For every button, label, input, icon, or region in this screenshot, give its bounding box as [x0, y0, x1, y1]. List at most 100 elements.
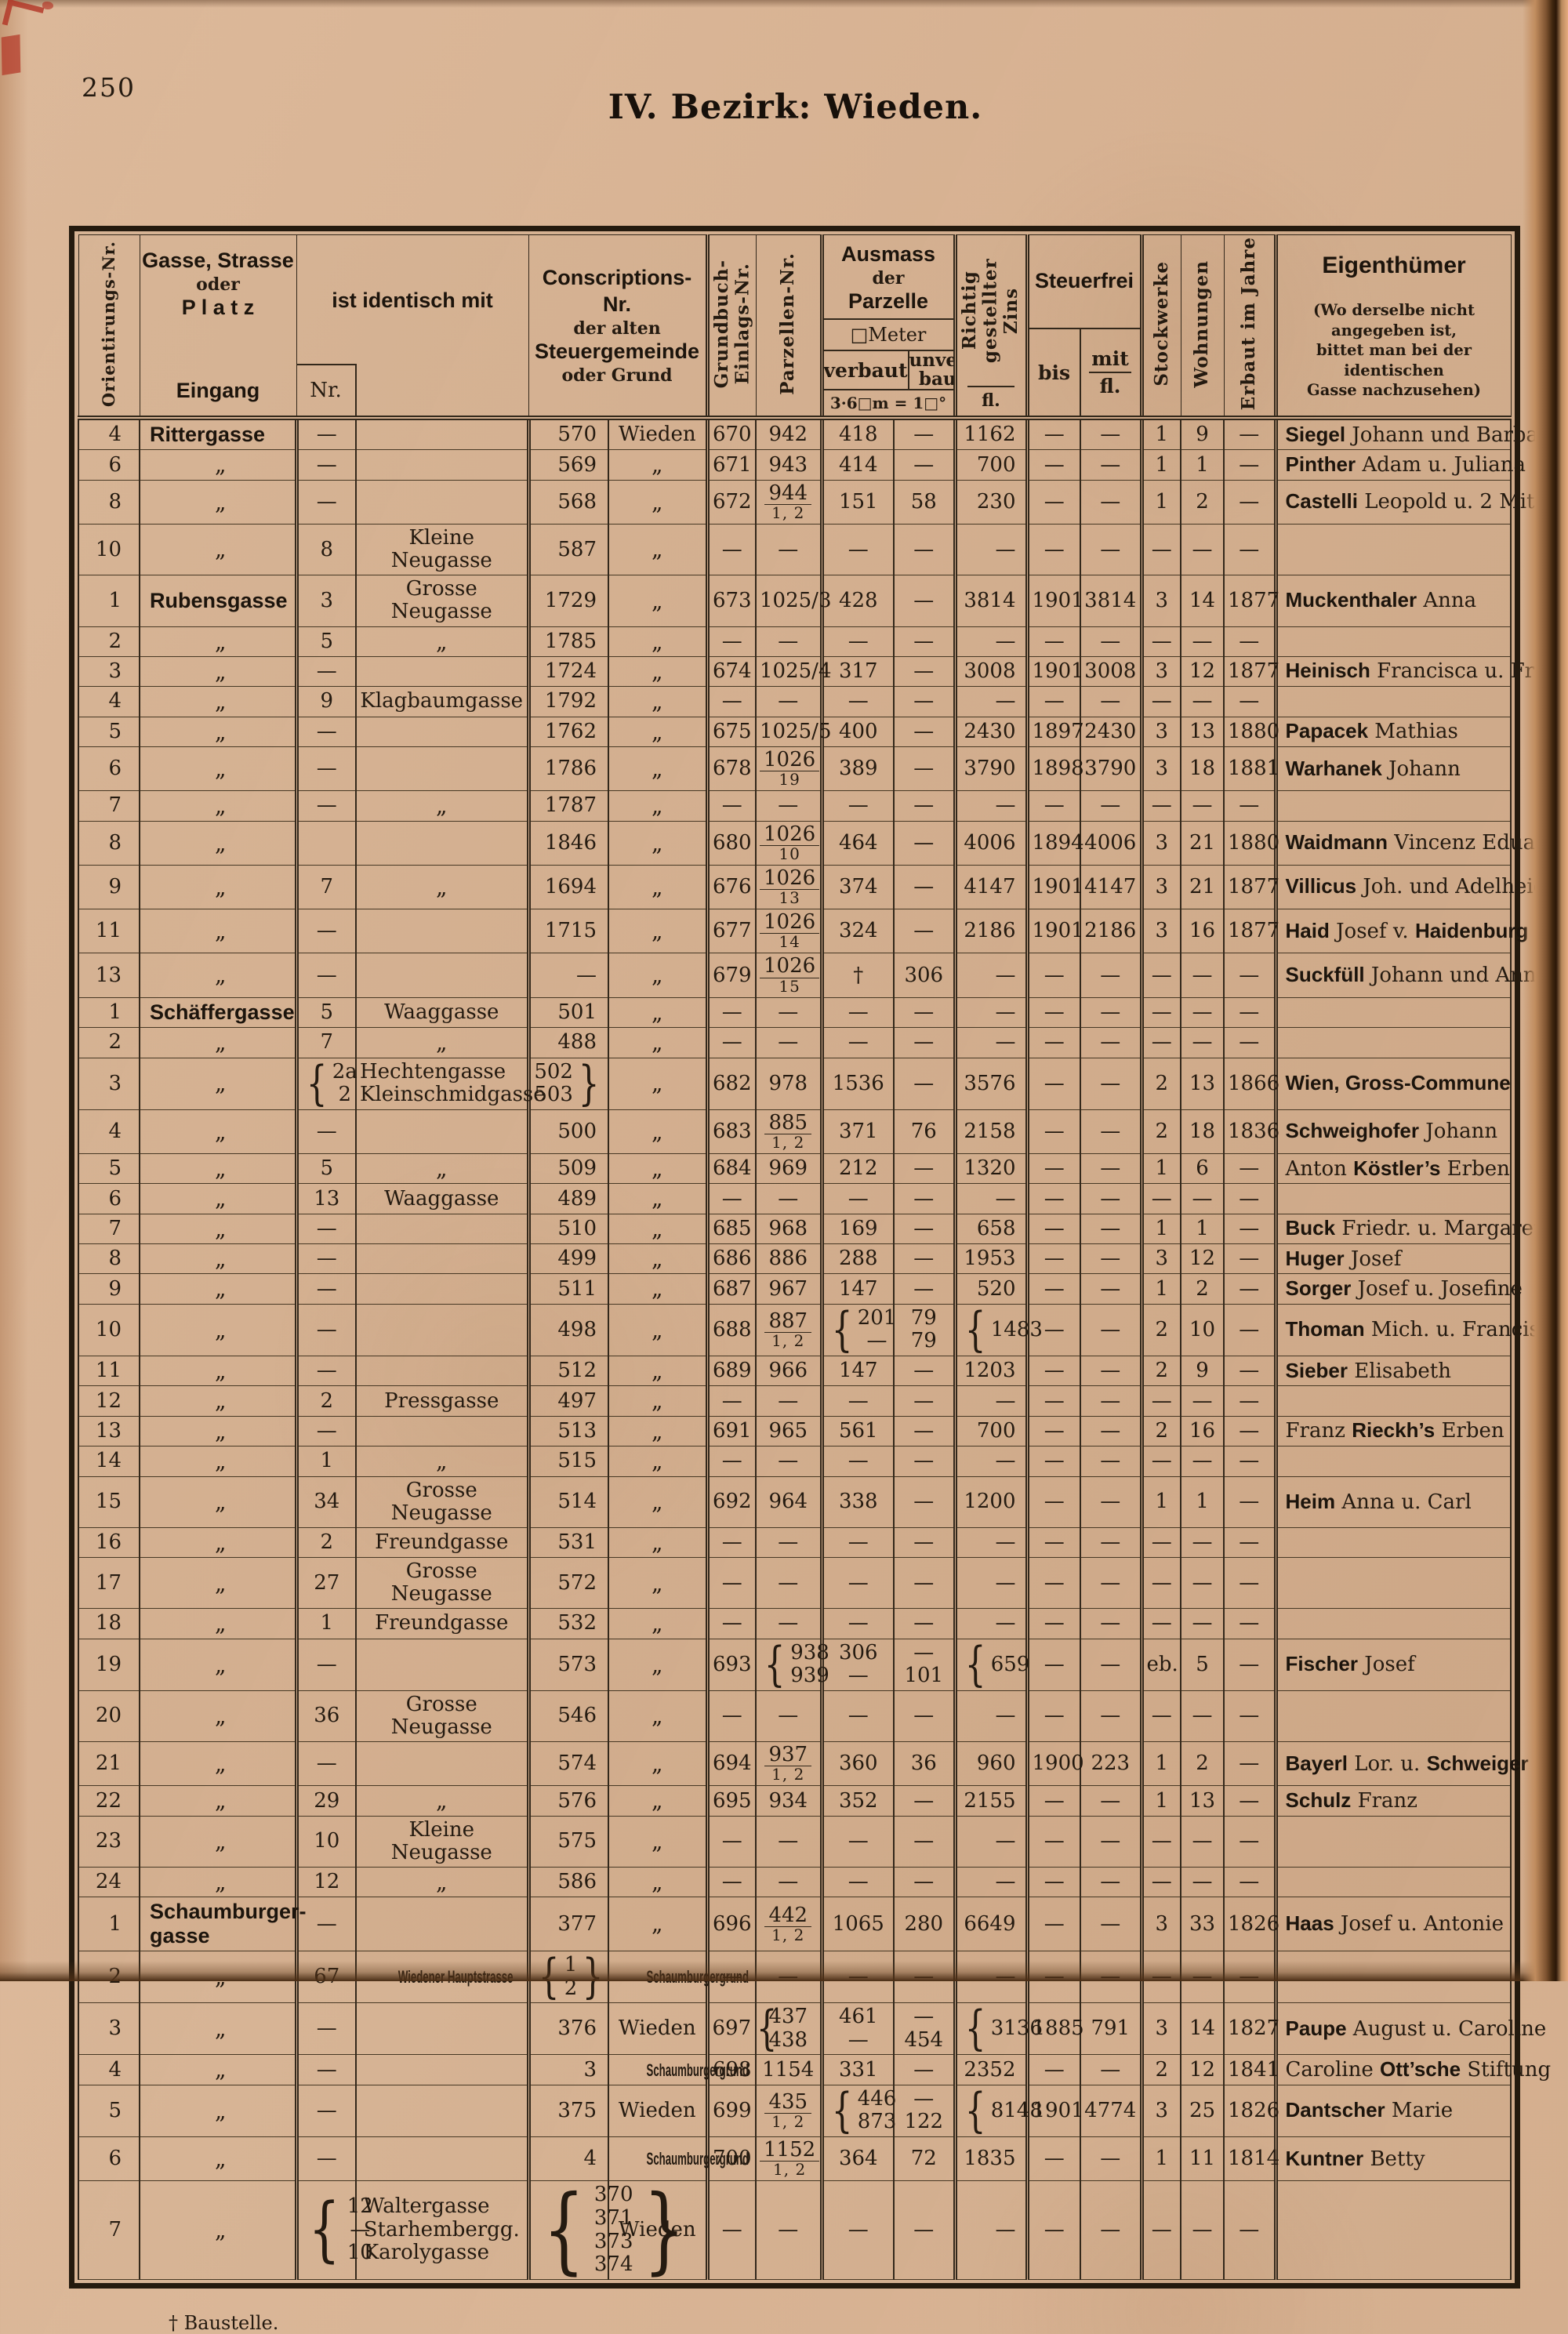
cell-v: 169 [819, 1213, 895, 1245]
cell-o [1273, 1608, 1512, 1639]
page-edge-top [0, 0, 1568, 8]
parzellen-label: Parzellen-Nr. [776, 252, 798, 395]
cell-gb: 697{ [705, 2002, 778, 2056]
cell-inm: „ [354, 1153, 530, 1185]
cell-u: —122 [893, 2084, 956, 2138]
cell-c: 499 [526, 1243, 610, 1275]
cell-g: Schäffergasse [139, 996, 297, 1029]
cell-u: — [893, 1213, 956, 1245]
eingang-label: Eingang [176, 379, 260, 403]
cell-inm [354, 2084, 530, 2138]
cell-n: 12 [78, 1385, 140, 1417]
cell-w: — [1180, 686, 1225, 717]
cell-pz: 1152 1, 2 [755, 2136, 823, 2182]
cell-st: — [1139, 1446, 1182, 1477]
table-row: 16 „ 2 Freundgasse 531 „ — — — — — — — — — — [78, 1526, 1512, 1559]
cell-gb: — [705, 626, 757, 657]
cell-pz: 965 [755, 1415, 823, 1447]
cell-sg: „ [608, 1526, 709, 1559]
cell-z: {659 [953, 1638, 1029, 1691]
cell-u: — [893, 1183, 956, 1214]
identisch-label: ist identisch mit [332, 289, 493, 313]
cell-gb: 687 [705, 1273, 757, 1305]
cell-g: „ [139, 1303, 297, 1357]
cell-bi: 1897 [1025, 716, 1084, 747]
cell-n: 4 [78, 1109, 140, 1155]
cell-st: 3 [1139, 2084, 1182, 2138]
cell-mi: — [1080, 1213, 1143, 1245]
cell-g: „ [139, 746, 297, 792]
cell-c: 1846 [526, 820, 610, 866]
cell-e: — [1223, 1213, 1277, 1245]
cell-bi: — [1025, 1446, 1082, 1477]
cell-bi: — [1025, 2054, 1082, 2085]
cell-v: 414 [819, 449, 895, 481]
cell-u: — [893, 1057, 956, 1110]
cell-g: „ [139, 1741, 297, 1787]
cell-st: 3 [1139, 864, 1182, 910]
cell-o [1273, 1446, 1512, 1477]
cell-inr: — [294, 1897, 357, 1951]
cell-inr: 10 [294, 1815, 357, 1868]
cell-inm [354, 1303, 530, 1357]
cell-e: 1880 [1223, 820, 1279, 866]
cell-gb: 675 [705, 716, 757, 747]
cell-o [1273, 686, 1512, 717]
cell-g: „ [139, 1476, 297, 1528]
cell-mi: 3814 [1080, 575, 1143, 627]
cell-e: — [1223, 1446, 1277, 1477]
cell-o: Waidmann Vincenz Eduard [1273, 820, 1558, 866]
cell-st: 1 [1139, 1741, 1182, 1787]
cell-inm [354, 1273, 530, 1305]
cell-inr: 13 [294, 1183, 357, 1214]
ausmass-label: Ausmass [840, 242, 936, 266]
cell-gb: 672 [705, 479, 757, 525]
cell-sg: „ [608, 626, 709, 657]
cell-u: — [893, 1867, 956, 1898]
cell-g: „ [139, 1057, 297, 1110]
cell-n: 18 [78, 1608, 140, 1639]
cell-e: — [1223, 1476, 1277, 1528]
cell-pz: 1154 [755, 2054, 823, 2085]
cell-gb: 696 [705, 1897, 757, 1951]
cell-c: 512 [526, 1356, 610, 1387]
cell-g: „ [139, 716, 297, 747]
cell-u: — [893, 417, 956, 451]
cell-v: 1536 [819, 1057, 895, 1110]
cell-o: Heinisch Francisca u. Friedr. [1273, 655, 1568, 688]
cell-o: Paupe August u. Caroline [1273, 2002, 1546, 2056]
cell-sg: „ [608, 1385, 709, 1417]
table-row: 7 „ —510 „ 685 968 169—658— —1 1— Buck Friedr. u.… [78, 1213, 1567, 1245]
cell-inr: — [294, 1243, 357, 1275]
cell-inm: „ [354, 790, 530, 822]
cell-c: 1792 [526, 686, 610, 717]
cell-st: — [1139, 996, 1182, 1029]
cell-pz: 968 [755, 1213, 823, 1245]
cell-st: 3 [1139, 2002, 1182, 2056]
cell-z: — [953, 626, 1029, 657]
cell-bi: 1901 [1025, 575, 1084, 627]
cell-gb: — [705, 1608, 757, 1639]
cell-w: 1 [1180, 1476, 1225, 1528]
cell-sg: Wieden [608, 2084, 709, 2138]
cell-inr: — [294, 2002, 357, 2056]
cell-g: „ [139, 1638, 297, 1691]
cell-c: 1724 [526, 655, 610, 688]
cell-pz: — [755, 686, 823, 717]
cell-mi: — [1080, 1608, 1143, 1639]
cell-gb: 683 [705, 1109, 757, 1155]
cell-inm [354, 2002, 530, 2056]
cell-v: {446 873 [819, 2084, 896, 2138]
cell-mi: — [1080, 1785, 1143, 1817]
cell-pz: 885 1, 2 [755, 1109, 823, 1155]
cell-w: 12 [1180, 655, 1225, 688]
cell-e: — [1223, 1526, 1277, 1559]
cell-o [1273, 2180, 1512, 2280]
cell-v: 151 [819, 479, 895, 525]
cell-pz: — [755, 1690, 823, 1743]
cell-mi: — [1080, 479, 1143, 525]
cell-e: — [1223, 1690, 1277, 1743]
cell-bi: — [1025, 2180, 1082, 2280]
cell-bi: — [1025, 1690, 1082, 1743]
cell-gb: 694 [705, 1741, 757, 1787]
